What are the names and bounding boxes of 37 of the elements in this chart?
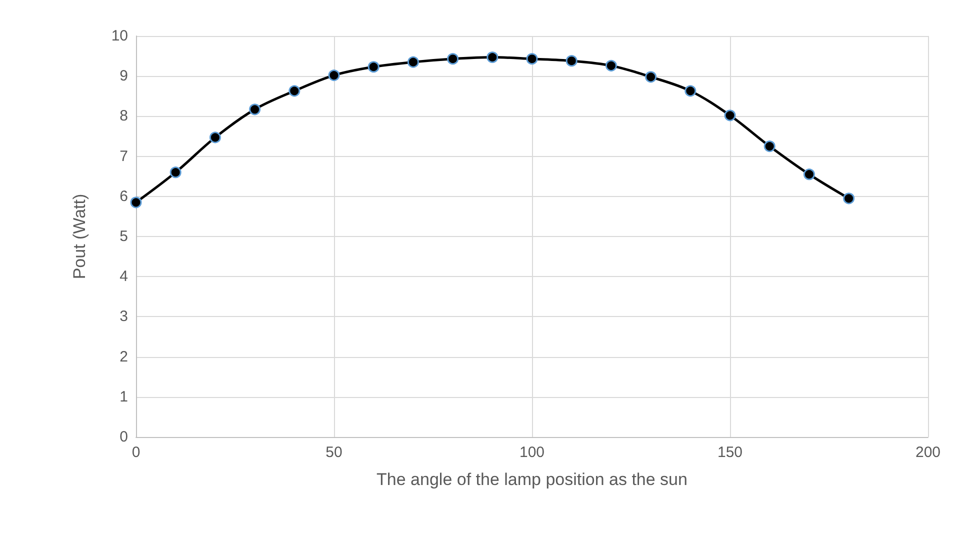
y-tick-label: 1 bbox=[120, 388, 128, 406]
y-tick-label: 4 bbox=[120, 268, 128, 286]
point bbox=[170, 166, 182, 178]
x-tick-label: 150 bbox=[717, 444, 743, 461]
point bbox=[209, 132, 221, 144]
point bbox=[566, 55, 578, 67]
y-axis-title: Pout (Watt) bbox=[70, 194, 89, 280]
point bbox=[288, 85, 300, 97]
y-tick-label: 7 bbox=[120, 148, 128, 165]
point bbox=[328, 70, 340, 82]
x-tick-label: 50 bbox=[326, 444, 342, 461]
point bbox=[843, 192, 855, 204]
point bbox=[684, 85, 696, 97]
point bbox=[130, 196, 142, 208]
y-tick-label: 6 bbox=[120, 188, 128, 205]
y-tick-label: 3 bbox=[120, 308, 128, 326]
point bbox=[764, 140, 776, 152]
point bbox=[249, 104, 261, 116]
y-tick-label: 2 bbox=[120, 348, 128, 366]
point bbox=[486, 52, 498, 63]
point bbox=[447, 53, 459, 65]
y-tick-label: 10 bbox=[111, 28, 128, 44]
y-tick-label: 5 bbox=[120, 228, 128, 245]
point bbox=[803, 168, 815, 180]
point bbox=[605, 60, 617, 72]
x-tick-label: 0 bbox=[132, 444, 140, 461]
point bbox=[368, 61, 380, 73]
x-tick-label: 200 bbox=[915, 444, 941, 461]
x-tick-label: 100 bbox=[519, 444, 545, 461]
point bbox=[407, 56, 419, 68]
point bbox=[526, 53, 538, 65]
y-tick-label: 0 bbox=[120, 428, 128, 446]
y-tick-label: 8 bbox=[120, 108, 128, 125]
point bbox=[724, 110, 736, 122]
y-tick-label: 9 bbox=[120, 68, 128, 85]
point bbox=[645, 71, 657, 83]
x-axis-title: The angle of the lamp position as the sun bbox=[376, 470, 688, 489]
